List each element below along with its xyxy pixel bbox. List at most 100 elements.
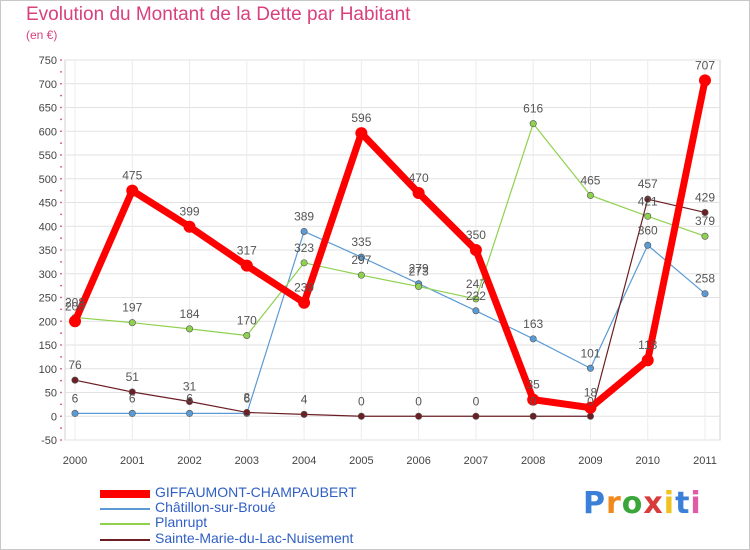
y-tick-label: 150	[39, 340, 57, 352]
data-label: 197	[122, 301, 142, 315]
data-label: 616	[523, 102, 543, 116]
x-tick-label: 2008	[521, 455, 545, 467]
data-label: 163	[523, 317, 543, 331]
y-tick-label: 50	[45, 388, 57, 400]
data-label: 379	[695, 214, 715, 228]
data-label: 200	[65, 299, 85, 313]
data-point	[472, 412, 480, 420]
y-minor-tick	[60, 213, 62, 216]
y-minor-tick	[60, 427, 62, 430]
data-label: 6	[129, 391, 136, 405]
data-point	[527, 393, 540, 406]
data-point	[300, 410, 308, 418]
y-tick-label: 500	[39, 174, 57, 186]
data-label: 118	[638, 338, 657, 352]
data-point	[71, 409, 79, 417]
data-label: 323	[294, 241, 314, 255]
y-tick-label: -50	[41, 435, 57, 447]
x-tick-label: 2011	[693, 455, 717, 467]
y-tick-label: 200	[39, 316, 57, 328]
y-minor-tick	[60, 189, 62, 192]
legend-swatch	[100, 539, 150, 541]
y-tick-label: 600	[39, 126, 57, 138]
y-tick-label: 700	[39, 79, 57, 91]
data-point	[71, 376, 79, 384]
data-point	[701, 290, 709, 298]
data-point	[243, 331, 251, 339]
y-minor-tick	[60, 296, 62, 299]
y-minor-tick	[60, 154, 62, 156]
logo-letter: i	[690, 486, 702, 521]
data-label: 596	[351, 111, 371, 125]
y-minor-tick	[60, 403, 62, 406]
data-point	[355, 127, 368, 140]
y-tick-label: 0	[51, 411, 57, 423]
data-label: 421	[638, 194, 658, 208]
data-label: 317	[237, 244, 257, 258]
data-label: 470	[409, 171, 429, 185]
y-tick-label: 100	[39, 364, 57, 376]
legend-label: Planrupt	[155, 514, 208, 530]
data-label: 51	[126, 370, 140, 384]
data-point	[701, 208, 709, 216]
data-point	[586, 191, 594, 199]
data-label: 335	[351, 235, 371, 249]
y-minor-tick	[60, 439, 62, 441]
data-label: 170	[237, 314, 257, 328]
y-minor-tick	[60, 225, 62, 228]
data-point	[69, 315, 81, 328]
legend-swatch	[100, 490, 150, 498]
data-point	[472, 307, 480, 315]
legend-label: GIFFAUMONT-CHAMPAUBERT	[155, 484, 357, 500]
y-minor-tick	[60, 130, 62, 133]
data-label: 0	[473, 394, 480, 408]
data-point	[586, 364, 594, 372]
data-point	[641, 354, 654, 367]
logo-letter: x	[643, 486, 664, 521]
data-point	[186, 409, 194, 417]
y-tick-label: 550	[39, 150, 57, 162]
data-label: 6	[72, 391, 79, 405]
y-minor-tick	[60, 165, 62, 168]
y-minor-tick	[60, 367, 62, 370]
data-label: 258	[695, 272, 715, 286]
data-label: 76	[68, 358, 82, 372]
series-line	[71, 76, 709, 412]
data-point	[699, 74, 711, 87]
data-label: 273	[409, 265, 429, 279]
data-label: 6	[243, 391, 250, 405]
y-tick-label: 400	[39, 221, 57, 233]
data-point	[126, 184, 139, 197]
y-minor-tick	[60, 379, 62, 382]
data-point	[186, 325, 194, 333]
data-point	[586, 412, 594, 420]
y-minor-tick	[60, 272, 62, 275]
data-label: 707	[695, 58, 715, 72]
y-minor-tick	[60, 59, 62, 61]
data-point	[415, 283, 423, 291]
data-label: 297	[351, 253, 371, 267]
y-minor-tick	[60, 355, 62, 358]
data-point	[183, 220, 196, 233]
legend-swatch	[100, 508, 150, 510]
y-minor-tick	[60, 177, 62, 180]
x-tick-label: 2006	[406, 455, 430, 467]
y-tick-label: 350	[39, 245, 57, 257]
y-minor-tick	[60, 70, 62, 73]
y-tick-label: 750	[39, 55, 57, 67]
data-point	[357, 253, 365, 261]
data-label: 101	[580, 346, 600, 360]
y-minor-tick	[60, 344, 62, 346]
y-minor-tick	[60, 106, 62, 109]
y-tick-label: 300	[39, 269, 57, 281]
legend-label: Châtillon-sur-Broué	[155, 499, 276, 515]
series-line	[74, 198, 706, 417]
chart-title: Evolution du Montant de la Dette par Hab…	[26, 4, 411, 25]
logo-letter: P	[583, 486, 606, 521]
data-label: 0	[358, 394, 365, 408]
data-point	[469, 244, 482, 256]
x-tick-label: 2002	[177, 455, 201, 467]
y-minor-tick	[60, 308, 62, 311]
data-label: 389	[294, 209, 314, 223]
data-point	[243, 408, 251, 416]
